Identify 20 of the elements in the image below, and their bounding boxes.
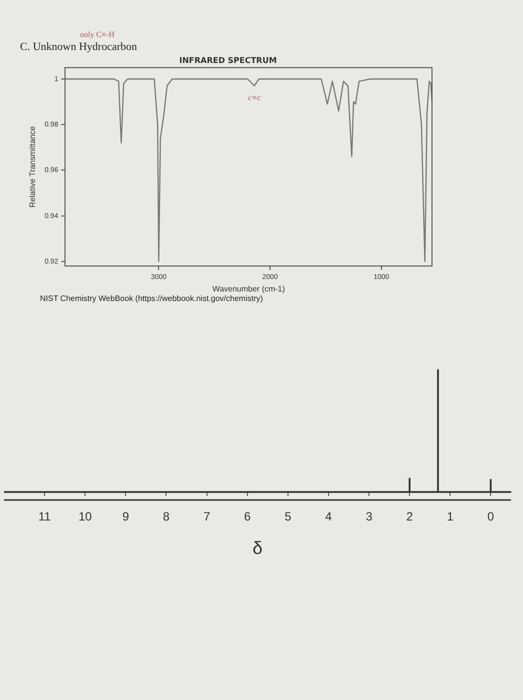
x-axis-title: Wavenumber (cm-1) bbox=[212, 284, 286, 294]
x-tick-label: 5 bbox=[284, 510, 292, 524]
x-tick-label: 4 bbox=[325, 510, 332, 524]
text: only C≡-H bbox=[79, 29, 116, 41]
chart-title: INFRARED SPECTRUM bbox=[179, 56, 277, 65]
x-tick-label: 10 bbox=[78, 510, 92, 524]
annotation: c≡c bbox=[248, 92, 262, 102]
x-tick-label: 9 bbox=[122, 510, 130, 524]
y-axis-title: Relative Transmittance bbox=[28, 126, 38, 208]
x-tick-label: 11 bbox=[38, 510, 52, 524]
text: NIST Chemistry WebBook (https://webbook.nist.gov/chemistry) bbox=[40, 294, 264, 303]
x-tick-label: 6 bbox=[244, 510, 252, 524]
x-tick-label: 2 bbox=[406, 510, 414, 524]
x-tick-label: 3 bbox=[366, 510, 373, 524]
x-axis-title: δ bbox=[252, 538, 263, 558]
x-tick-label: 0 bbox=[487, 510, 494, 524]
x-tick-label: 8 bbox=[162, 510, 170, 524]
text: C. Unknown Hydrocarbon bbox=[20, 41, 138, 54]
x-tick-label: 7 bbox=[203, 510, 210, 524]
x-tick-label: 1 bbox=[446, 510, 454, 524]
